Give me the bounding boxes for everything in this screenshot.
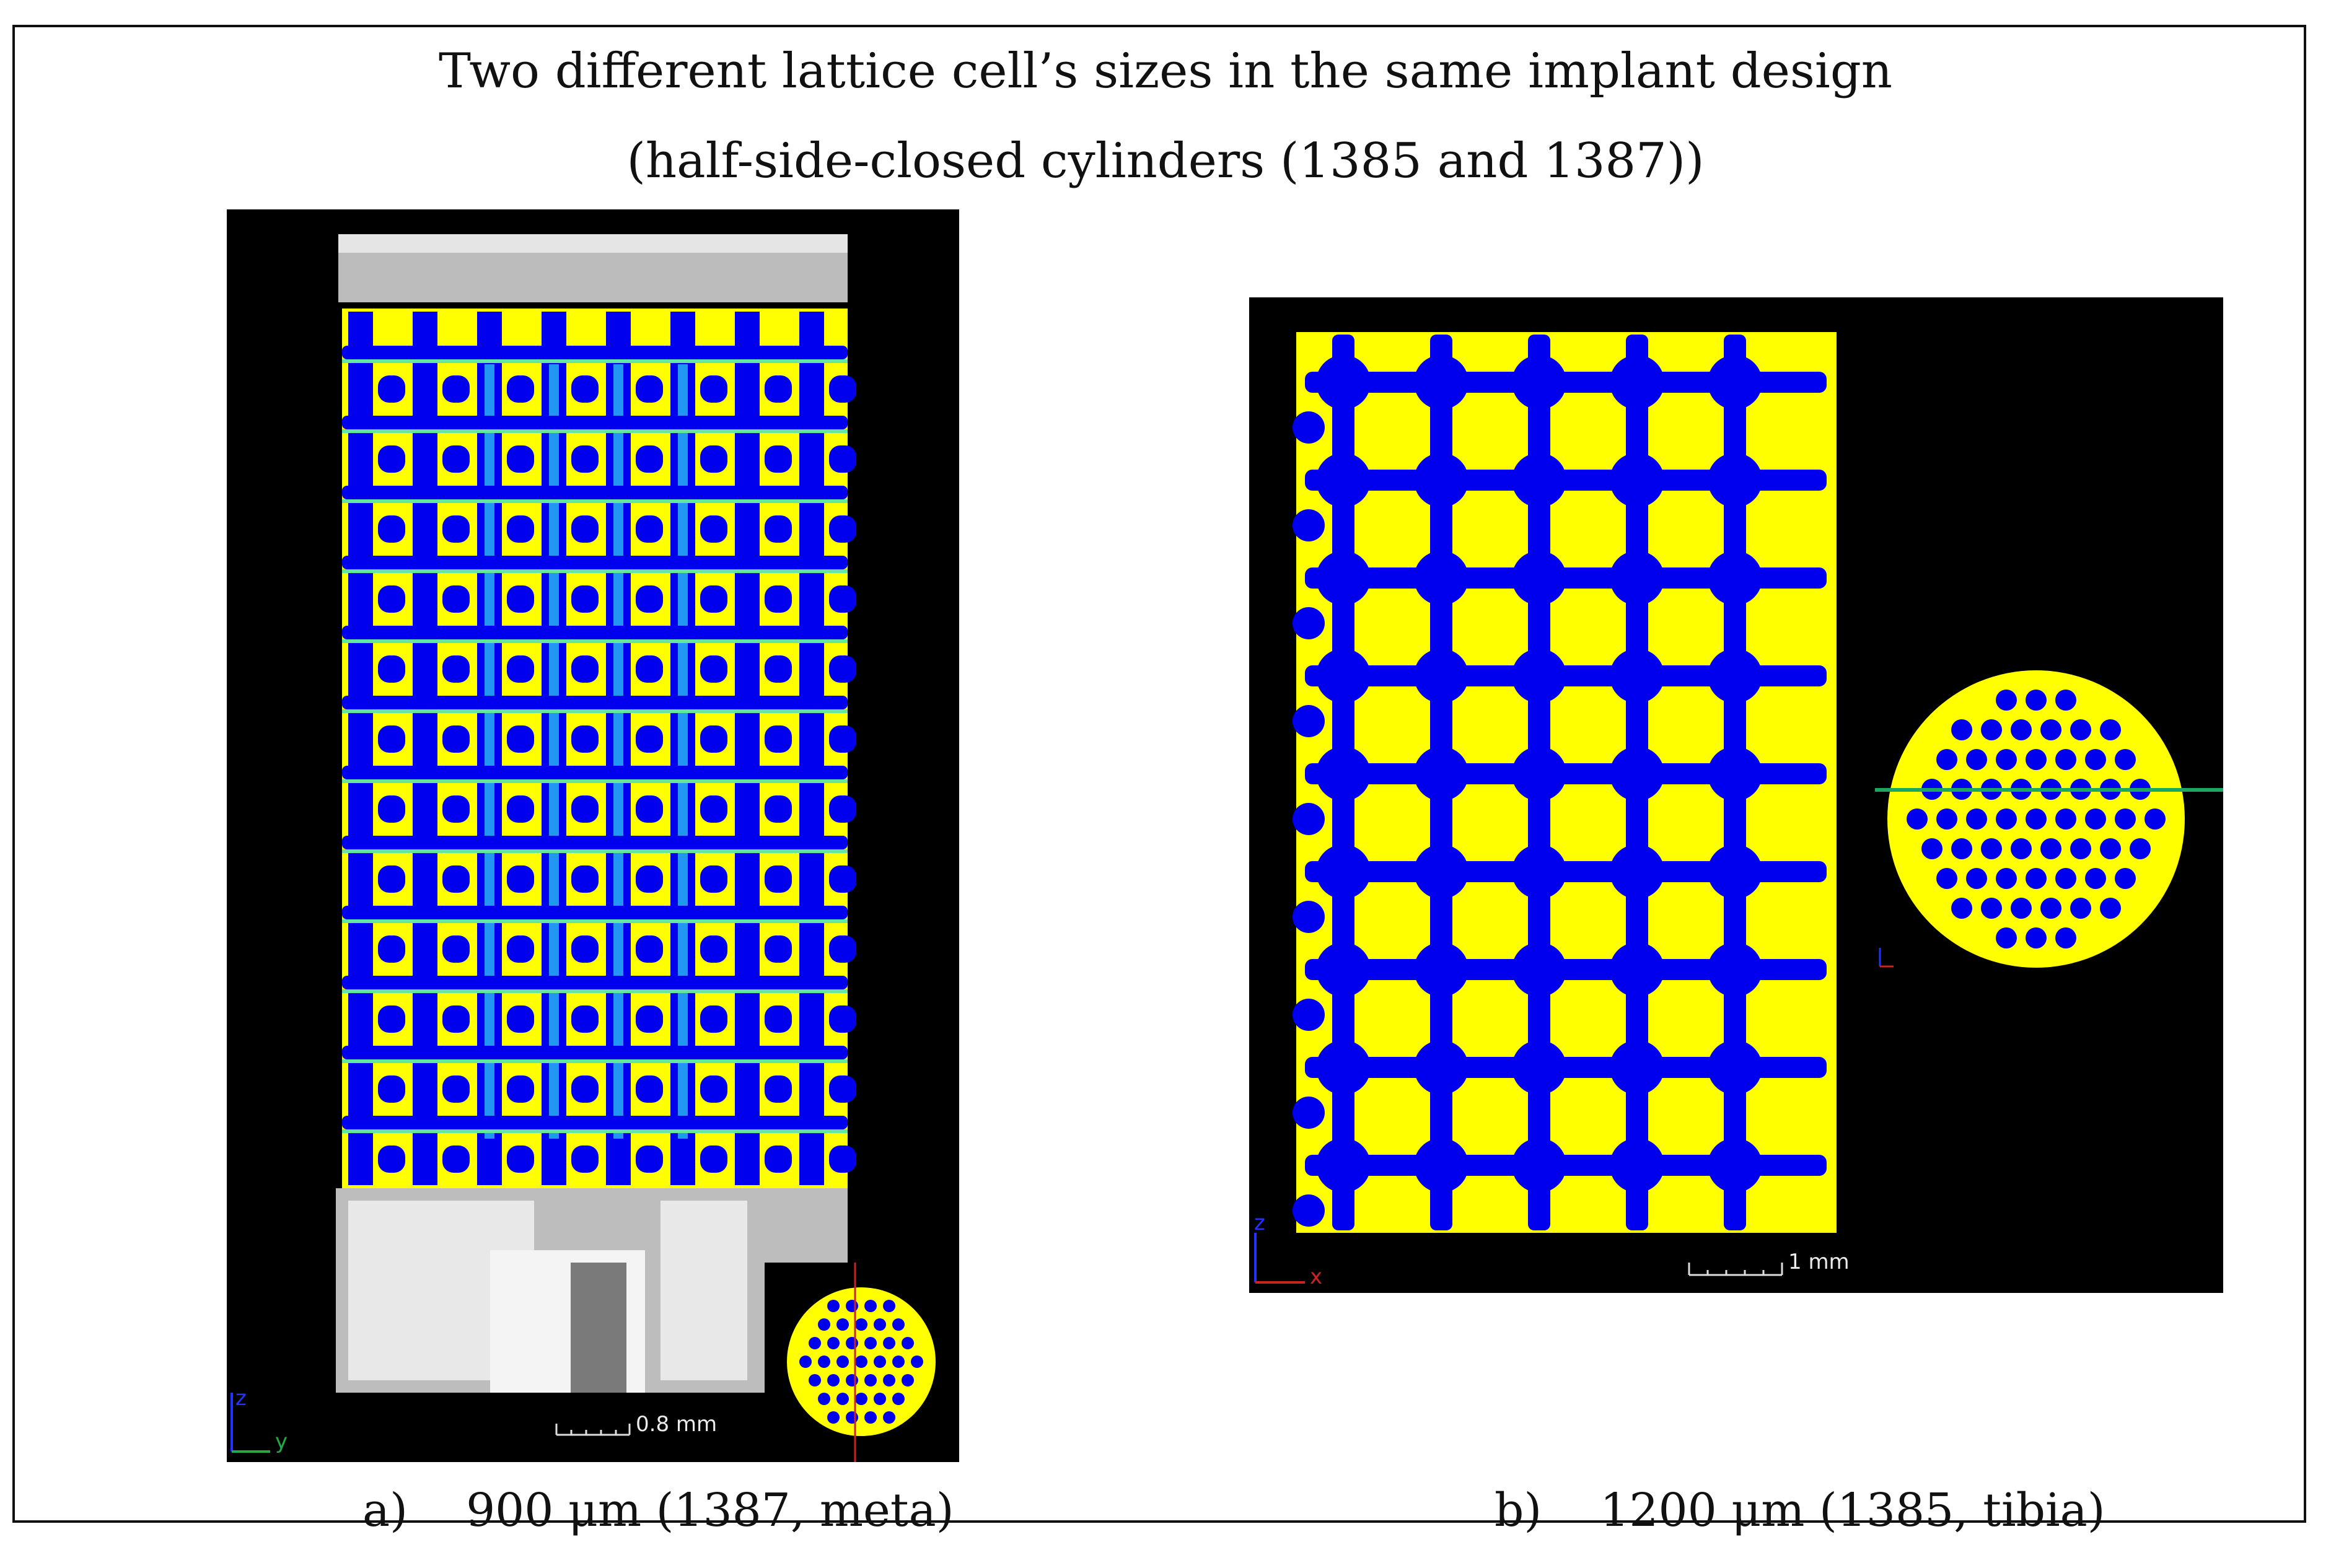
panel-b-small-axes-icon <box>1879 948 1894 968</box>
panel-b-lattice <box>1293 332 1837 1233</box>
figure-frame <box>12 25 2306 1523</box>
panel-a-scale-label: 0.8 mm <box>636 1412 717 1437</box>
panel-a-lattice <box>342 309 856 1188</box>
caption-a-letter: a) <box>362 1484 408 1537</box>
caption-a: a) 900 μm (1387, meta) <box>362 1484 954 1537</box>
panel-a-axis-y: y <box>275 1429 288 1454</box>
caption-b-text: 1200 μm (1385, tibia) <box>1600 1484 2105 1537</box>
panel-b-scale-bar <box>1688 1263 1783 1276</box>
panel-a-base <box>336 1188 848 1393</box>
caption-a-text: 900 μm (1387, meta) <box>466 1484 954 1537</box>
panel-a-axis-z: z <box>235 1386 247 1411</box>
caption-b-letter: b) <box>1495 1484 1542 1537</box>
panel-b-axis-z: z <box>1254 1211 1265 1235</box>
figure-title: Two different lattice cell’s sizes in th… <box>438 43 1893 99</box>
panel-a-scale-bar <box>555 1424 631 1436</box>
caption-b: b) 1200 μm (1385, tibia) <box>1495 1484 2105 1537</box>
figure-subtitle: (half-side-closed cylinders (1385 and 13… <box>626 133 1705 189</box>
panel-b-axis-x: x <box>1310 1264 1322 1289</box>
panel-b-image: z x 1 mm <box>1249 297 2223 1293</box>
panel-a-image: z y 0.8 mm <box>227 209 959 1462</box>
panel-a-axes-icon <box>230 1393 270 1453</box>
panel-b-scale-label: 1 mm <box>1788 1250 1850 1274</box>
panel-b-axes-icon <box>1254 1233 1305 1284</box>
